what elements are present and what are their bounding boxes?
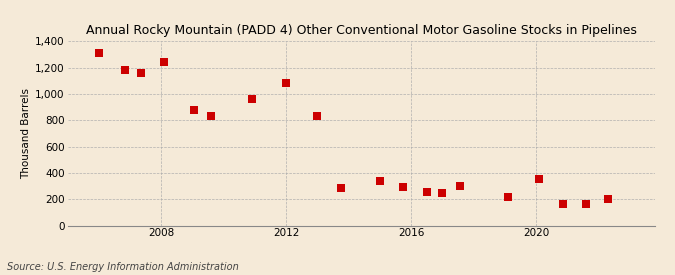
- Point: [188, 108, 199, 112]
- Point: [93, 51, 104, 55]
- Point: [312, 113, 323, 118]
- Point: [159, 60, 169, 65]
- Point: [421, 190, 432, 194]
- Point: [136, 71, 146, 76]
- Point: [398, 185, 408, 189]
- Point: [557, 202, 568, 206]
- Point: [206, 113, 217, 118]
- Point: [603, 197, 614, 201]
- Text: Source: U.S. Energy Information Administration: Source: U.S. Energy Information Administ…: [7, 262, 238, 272]
- Point: [246, 97, 257, 101]
- Point: [375, 178, 385, 183]
- Title: Annual Rocky Mountain (PADD 4) Other Conventional Motor Gasoline Stocks in Pipel: Annual Rocky Mountain (PADD 4) Other Con…: [86, 24, 637, 37]
- Point: [335, 186, 346, 190]
- Point: [281, 81, 292, 86]
- Y-axis label: Thousand Barrels: Thousand Barrels: [21, 88, 31, 179]
- Point: [502, 195, 513, 199]
- Point: [120, 68, 131, 72]
- Point: [534, 177, 545, 181]
- Point: [454, 184, 465, 188]
- Point: [580, 202, 591, 206]
- Point: [437, 191, 448, 196]
